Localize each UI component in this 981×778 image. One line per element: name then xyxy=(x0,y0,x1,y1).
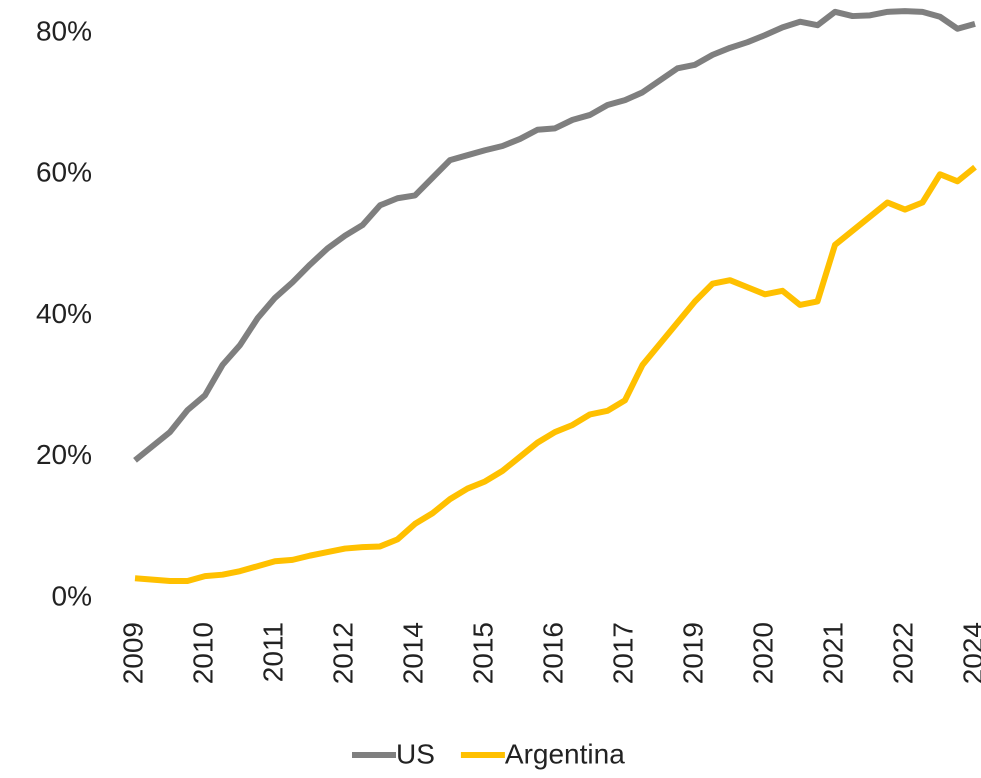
x-tick-label: 2014 xyxy=(397,622,428,684)
y-tick-label: 20% xyxy=(36,439,92,470)
x-tick-label: 2019 xyxy=(677,622,708,684)
x-tick-label: 2022 xyxy=(887,622,918,684)
x-tick-label: 2009 xyxy=(117,622,148,684)
x-tick-label: 2024 xyxy=(957,622,981,684)
y-tick-label: 60% xyxy=(36,157,92,188)
y-tick-label: 0% xyxy=(52,580,92,611)
x-tick-label: 2021 xyxy=(817,622,848,684)
x-tick-label: 2010 xyxy=(187,622,218,684)
x-tick-label: 2020 xyxy=(747,622,778,684)
series-line xyxy=(133,8,976,463)
x-tick-label: 2016 xyxy=(537,622,568,684)
legend-label: Argentina xyxy=(505,738,625,769)
x-tick-label: 2011 xyxy=(257,622,288,682)
x-tick-label: 2012 xyxy=(327,622,358,684)
y-tick-label: 80% xyxy=(36,15,92,46)
legend-label: US xyxy=(396,738,435,769)
x-tick-label: 2017 xyxy=(607,622,638,684)
y-tick-label: 40% xyxy=(36,298,92,329)
series-line xyxy=(134,164,977,585)
legend: US Argentina xyxy=(352,738,625,769)
x-tick-label: 2015 xyxy=(467,622,498,684)
